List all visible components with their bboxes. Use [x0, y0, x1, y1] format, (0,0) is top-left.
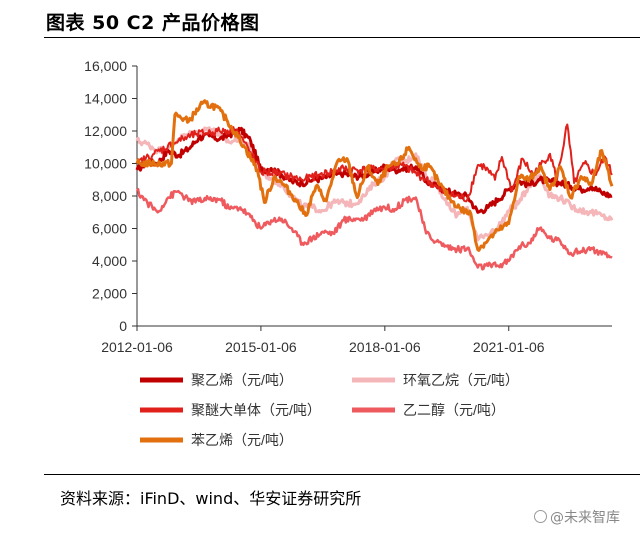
legend-label-1: 环氧乙烷（元/吨） — [403, 372, 519, 388]
page-title: 图表 50 C2 产品价格图 — [46, 12, 260, 34]
y-tick-label: 6,000 — [92, 221, 127, 237]
y-tick-label: 4,000 — [92, 253, 127, 269]
y-tick-label: 16,000 — [84, 58, 127, 74]
legend-label-4: 苯乙烯（元/吨） — [191, 432, 293, 448]
y-tick-label: 8,000 — [92, 188, 127, 204]
title-underline — [44, 37, 640, 38]
chart-series-lines — [135, 99, 614, 271]
y-tick-label: 14,000 — [84, 91, 127, 107]
source-divider — [44, 474, 640, 475]
x-tick-label: 2012-01-06 — [101, 339, 173, 355]
x-tick-label: 2015-01-06 — [225, 339, 297, 355]
y-tick-label: 10,000 — [84, 156, 127, 172]
x-tick-label: 2021-01-06 — [473, 339, 545, 355]
series-line-3 — [135, 187, 613, 271]
legend-label-0: 聚乙烯（元/吨） — [191, 372, 293, 388]
y-tick-label: 12,000 — [84, 123, 127, 139]
legend-label-3: 乙二醇（元/吨） — [403, 402, 505, 418]
chart-axes: 0 2,000 4,000 6,000 8,000 10,000 12,000 14,000 1… — [84, 58, 612, 355]
chart-legend: 聚乙烯（元/吨） 环氧乙烷（元/吨） 聚醚大单体（元/吨） 乙二醇（元/吨） 苯乙烯（元… — [140, 372, 519, 448]
series-line-4 — [135, 99, 614, 252]
watermark-icon — [534, 510, 547, 523]
y-tick-label: 2,000 — [92, 286, 127, 302]
legend-label-2: 聚醚大单体（元/吨） — [191, 402, 321, 418]
watermark: @未来智库 — [534, 507, 620, 527]
x-tick-label: 2018-01-06 — [349, 339, 421, 355]
watermark-text: @未来智库 — [550, 510, 620, 526]
series-line-1 — [135, 126, 614, 242]
y-tick-label: 0 — [119, 318, 127, 334]
source-note: 资料来源：iFinD、wind、华安证券研究所 — [60, 489, 362, 508]
